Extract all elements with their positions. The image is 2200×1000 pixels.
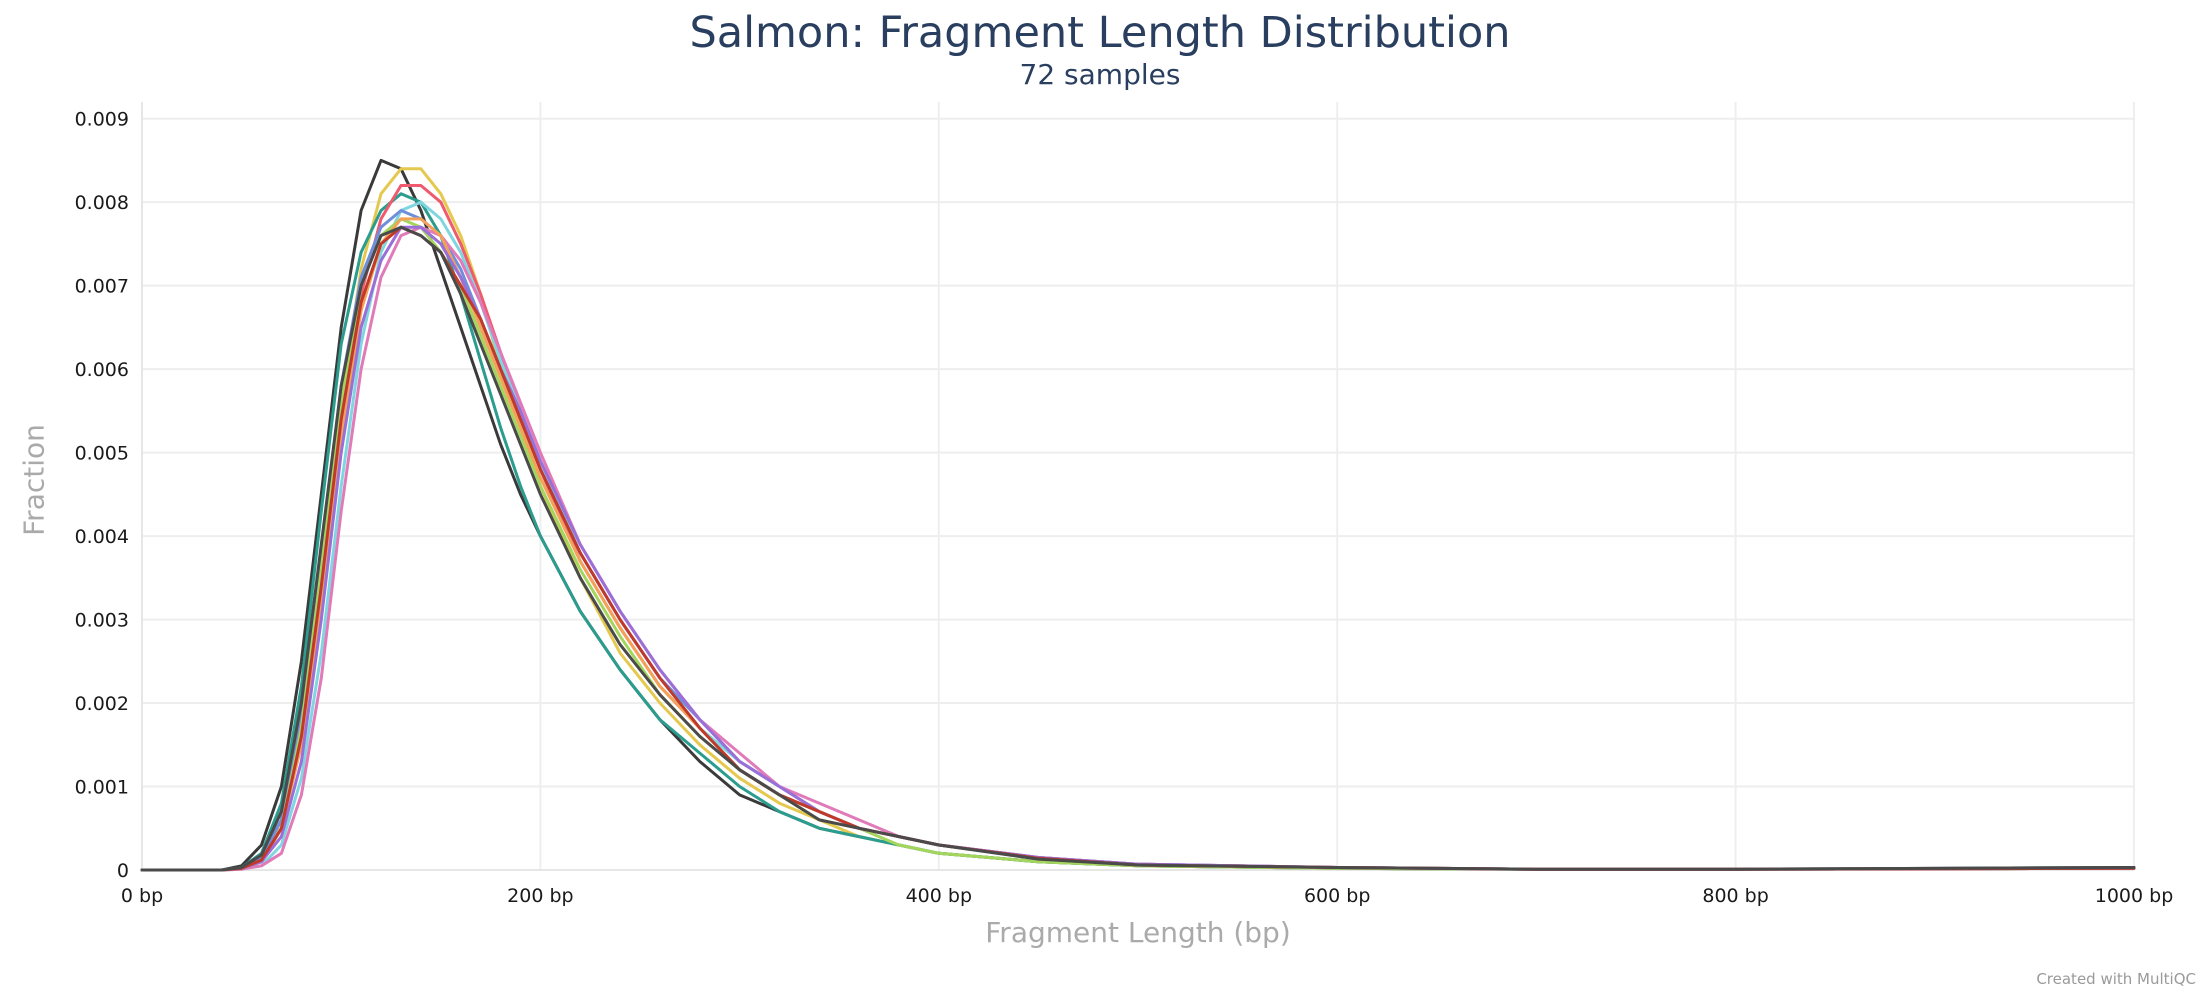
x-axis-label: Fragment Length (bp) (985, 916, 1291, 949)
y-tick-label-9: 0.009 (75, 109, 129, 131)
series-lines (140, 158, 2136, 872)
chart-title: Salmon: Fragment Length Distribution (689, 8, 1511, 58)
chart-subtitle: 72 samples (1019, 58, 1181, 91)
series-line-6[interactable] (140, 217, 2136, 872)
created-with-credit: Created with MultiQC (2036, 970, 2196, 988)
y-tick-label-5: 0.005 (75, 443, 129, 465)
series-line-10[interactable] (140, 225, 2136, 872)
y-tick-label-6: 0.006 (75, 359, 129, 381)
y-axis-label-container: Fraction (14, 260, 54, 700)
y-tick-labels: 0 0.001 0.002 0.003 0.004 0.005 0.006 0.007 0.00… (75, 109, 129, 882)
series-line-7[interactable] (140, 225, 2136, 872)
y-axis-label: Fraction (17, 424, 51, 536)
x-tick-label-0: 0 bp (121, 885, 163, 907)
x-tick-label-3: 600 bp (1304, 885, 1370, 907)
y-tick-label-4: 0.004 (75, 526, 129, 548)
series-line-3[interactable] (140, 184, 2136, 872)
series-line-0[interactable] (140, 158, 2136, 872)
y-tick-label-0: 0 (117, 860, 129, 882)
series-line-2[interactable] (140, 192, 2136, 872)
x-tick-label-2: 400 bp (906, 885, 972, 907)
series-line-11[interactable] (140, 225, 2136, 872)
x-tick-label-4: 800 bp (1702, 885, 1768, 907)
y-tick-label-7: 0.007 (75, 276, 129, 298)
y-tick-label-8: 0.008 (75, 192, 129, 214)
series-line-9[interactable] (140, 225, 2136, 872)
x-tick-label-1: 200 bp (507, 885, 573, 907)
series-line-1[interactable] (140, 167, 2136, 872)
x-tick-label-5: 1000 bp (2095, 885, 2174, 907)
series-line-8[interactable] (140, 217, 2136, 872)
series-line-5[interactable] (140, 209, 2136, 872)
x-tick-labels: 0 bp 200 bp 400 bp 600 bp 800 bp 1000 bp (121, 885, 2173, 907)
y-tick-label-3: 0.003 (75, 610, 129, 632)
y-tick-label-1: 0.001 (75, 777, 129, 799)
y-tick-label-2: 0.002 (75, 693, 129, 715)
